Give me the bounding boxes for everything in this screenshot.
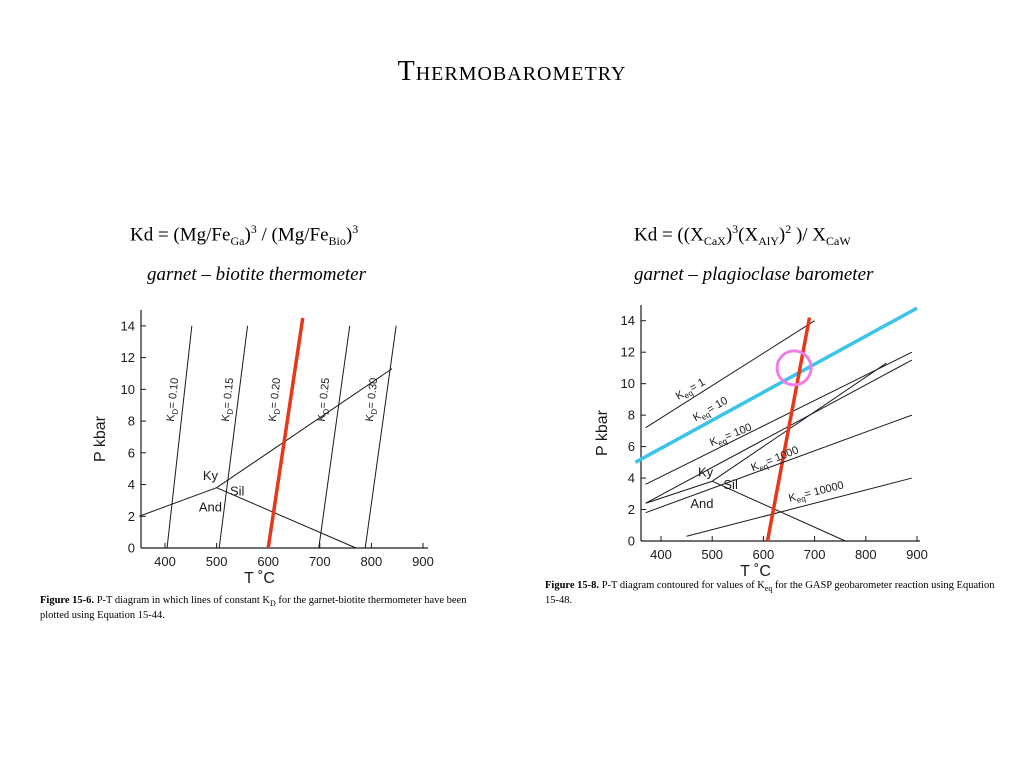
left-formula-prefix: Kd = (Mg/Fe — [130, 224, 231, 246]
x-tick-label: 500 — [206, 554, 228, 569]
x-axis-label: T ˚C — [740, 563, 771, 580]
series-label: Keq= 1 — [674, 376, 709, 404]
y-tick-label: 2 — [628, 502, 635, 517]
y-tick-label: 14 — [121, 318, 135, 333]
y-tick-label: 10 — [121, 382, 135, 397]
phase-label: Sil — [723, 477, 738, 492]
left-formula: Kd = (Mg/FeGa)3 / (Mg/FeBio)3 — [130, 222, 359, 249]
series-line — [645, 320, 815, 429]
phase-boundary-ky-and — [645, 480, 713, 504]
y-tick-label: 10 — [621, 376, 635, 391]
right-formula-sub2: AlY — [758, 234, 779, 249]
y-tick-label: 6 — [628, 439, 635, 454]
series-line — [645, 414, 913, 514]
right-formula-mid3: ) — [778, 224, 786, 246]
right-caption-label: Figure 15-8. — [545, 580, 600, 591]
intersection-circle — [775, 349, 813, 387]
x-tick-label: 600 — [257, 554, 279, 569]
right-formula-sub1: CaX — [703, 234, 726, 249]
series-label: Keq= 100 — [708, 421, 754, 450]
series-line — [318, 325, 351, 549]
y-tick-label: 0 — [628, 534, 635, 549]
left-formula-mid: / (Mg/Fe — [256, 224, 329, 246]
left-formula-sup1: 3 — [250, 222, 257, 236]
right-caption-text1: P-T diagram contoured for values of K — [599, 580, 765, 591]
phase-boundary-ky-and — [139, 487, 217, 517]
series-label: KD= 0.25 — [316, 377, 335, 422]
left-subtitle: garnet – biotite thermometer — [147, 264, 366, 285]
series-line — [634, 306, 918, 464]
x-tick-label: 800 — [361, 554, 383, 569]
y-tick-label: 4 — [628, 471, 635, 486]
series-label: KD= 0.10 — [165, 377, 184, 422]
y-tick-label: 8 — [128, 414, 135, 429]
left-formula-close: ) — [345, 224, 353, 246]
x-tick-label: 700 — [804, 547, 826, 562]
phase-boundary-and-sil — [216, 487, 357, 549]
right-formula-mid2: (X — [738, 224, 759, 246]
left-caption-text2: for the garnet-biotite thermometer have … — [40, 595, 467, 622]
y-axis-label: P kbar — [92, 415, 109, 462]
x-tick-label: 700 — [309, 554, 331, 569]
series-label: KD= 0.30 — [364, 377, 383, 422]
left-formula-sub1: Ga — [230, 234, 245, 249]
right-formula-mid1: ) — [725, 224, 733, 246]
y-tick-label: 12 — [121, 350, 135, 365]
y-tick-label: 8 — [628, 408, 635, 423]
y-tick-label: 4 — [128, 477, 135, 492]
series-line — [645, 359, 913, 504]
series-label: KD= 0.20 — [267, 377, 286, 422]
left-caption-label: Figure 15-6. — [40, 595, 95, 606]
y-tick-label: 12 — [621, 345, 635, 360]
series-line — [364, 325, 397, 549]
right-formula-sup1: 3 — [732, 222, 739, 236]
right-caption-sub: eq — [764, 584, 773, 594]
series-line — [166, 325, 193, 549]
x-tick-label: 800 — [855, 547, 877, 562]
x-tick-label: 900 — [412, 554, 434, 569]
series-line — [218, 325, 249, 549]
left-caption-sub: D — [270, 599, 276, 609]
left-caption: Figure 15-6. P-T diagram in which lines … — [40, 595, 485, 622]
right-caption-text2: for the GASP geobarometer reaction using… — [545, 580, 995, 607]
x-tick-label: 400 — [154, 554, 176, 569]
phase-label: Ky — [698, 464, 714, 479]
phase-boundary-and-sil — [711, 480, 846, 542]
right-formula-prefix: Kd = ((X — [634, 224, 704, 246]
y-tick-label: 2 — [128, 509, 135, 524]
right-formula-sup2: 2 — [785, 222, 792, 236]
x-axis-label: T ˚C — [244, 570, 275, 587]
x-tick-label: 900 — [906, 547, 928, 562]
phase-boundary-ky-sil — [711, 362, 887, 482]
right-formula: Kd = ((XCaX)3(XAlY)2 )/ XCaW — [634, 222, 851, 249]
phase-label: And — [690, 496, 713, 511]
x-tick-label: 500 — [701, 547, 723, 562]
slide-title: Thermobarometry — [397, 56, 627, 87]
left-caption-text1: P-T diagram in which lines of constant K — [94, 595, 271, 606]
right-formula-mid4: )/ X — [791, 224, 827, 246]
y-tick-label: 6 — [128, 445, 135, 460]
right-subtitle: garnet – plagioclase barometer — [634, 264, 874, 285]
y-tick-label: 14 — [621, 313, 635, 328]
phase-label: Sil — [230, 484, 245, 499]
y-tick-label: 0 — [128, 541, 135, 556]
phase-boundary-ky-sil — [216, 368, 393, 489]
series-line — [686, 477, 913, 537]
right-formula-sub3: CaW — [826, 234, 851, 249]
phase-label: Ky — [203, 468, 219, 483]
y-axis-label: P kbar — [594, 409, 611, 456]
left-formula-sup2: 3 — [352, 222, 359, 236]
left-formula-sub2: Bio — [328, 234, 346, 249]
right-caption: Figure 15-8. P-T diagram contoured for v… — [545, 580, 995, 607]
series-label: KD= 0.15 — [220, 377, 239, 422]
phase-label: And — [199, 500, 222, 515]
x-tick-label: 600 — [753, 547, 775, 562]
series-label: Keq= 1000 — [749, 444, 801, 476]
series-line — [266, 317, 305, 549]
series-line — [645, 351, 913, 485]
x-tick-label: 400 — [650, 547, 672, 562]
